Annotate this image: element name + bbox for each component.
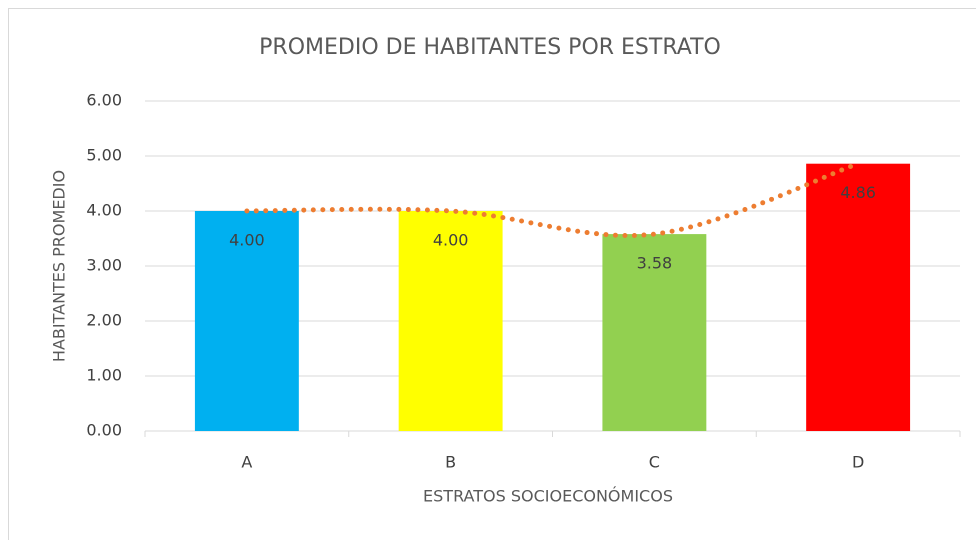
y-tick-label: 0.00 <box>86 421 122 440</box>
y-tick-label: 6.00 <box>86 91 122 110</box>
x-tick-label: C <box>649 453 660 472</box>
y-tick-label: 5.00 <box>86 146 122 165</box>
y-axis-title: HABITANTES PROMEDIO <box>50 170 69 362</box>
y-tick-label: 1.00 <box>86 366 122 385</box>
value-label: 3.58 <box>637 254 673 273</box>
value-label: 4.00 <box>229 231 265 250</box>
x-tick-label: D <box>852 453 864 472</box>
y-tick-label: 2.00 <box>86 311 122 330</box>
x-tick-label: B <box>445 453 456 472</box>
bar <box>806 163 911 431</box>
x-tick-label: A <box>241 453 252 472</box>
y-tick-label: 3.00 <box>86 256 122 275</box>
bar <box>398 211 503 431</box>
value-label: 4.86 <box>840 183 876 202</box>
y-tick-label: 4.00 <box>86 201 122 220</box>
bar <box>194 211 299 431</box>
value-label: 4.00 <box>433 231 469 250</box>
chart-title: PROMEDIO DE HABITANTES POR ESTRATO <box>259 35 721 60</box>
bar <box>602 234 707 431</box>
x-axis-title: ESTRATOS SOCIOECONÓMICOS <box>423 487 673 506</box>
